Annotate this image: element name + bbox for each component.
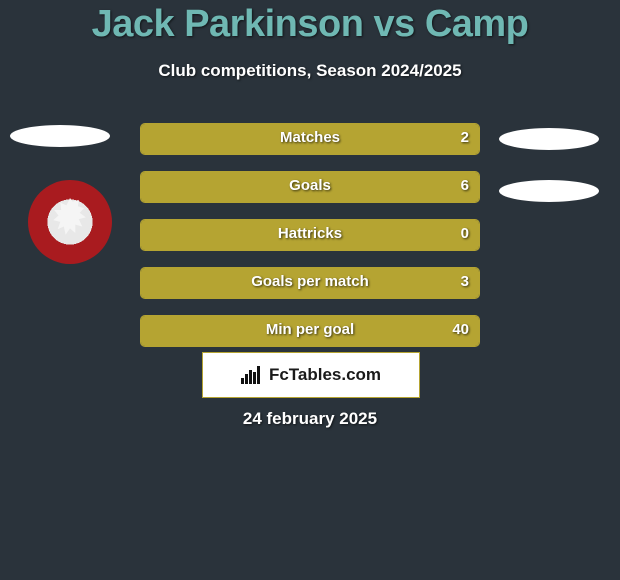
stats-bars: Matches 2 Goals 6 Hattricks 0 Goals per … xyxy=(140,123,480,363)
page-title: Jack Parkinson vs Camp xyxy=(0,3,620,46)
placeholder-ellipse-left xyxy=(10,125,110,147)
stat-label: Goals xyxy=(141,177,479,194)
placeholder-ellipse-right-2 xyxy=(499,180,599,202)
stat-row: Goals per match 3 xyxy=(140,267,480,299)
placeholder-ellipse-right-1 xyxy=(499,128,599,150)
bars-icon xyxy=(241,366,263,384)
footer-date: 24 february 2025 xyxy=(0,409,620,429)
page-subtitle: Club competitions, Season 2024/2025 xyxy=(0,61,620,81)
stat-value: 0 xyxy=(461,225,469,242)
club-badge-icon xyxy=(28,180,112,264)
brand-box: FcTables.com xyxy=(202,352,420,398)
stat-value: 40 xyxy=(452,321,469,338)
stat-value: 2 xyxy=(461,129,469,146)
stat-label: Goals per match xyxy=(141,273,479,290)
stat-label: Min per goal xyxy=(141,321,479,338)
stat-label: Matches xyxy=(141,129,479,146)
brand-text: FcTables.com xyxy=(269,365,381,385)
stat-value: 3 xyxy=(461,273,469,290)
stat-row: Hattricks 0 xyxy=(140,219,480,251)
stat-value: 6 xyxy=(461,177,469,194)
stat-label: Hattricks xyxy=(141,225,479,242)
stat-row: Min per goal 40 xyxy=(140,315,480,347)
stat-row: Matches 2 xyxy=(140,123,480,155)
stat-row: Goals 6 xyxy=(140,171,480,203)
